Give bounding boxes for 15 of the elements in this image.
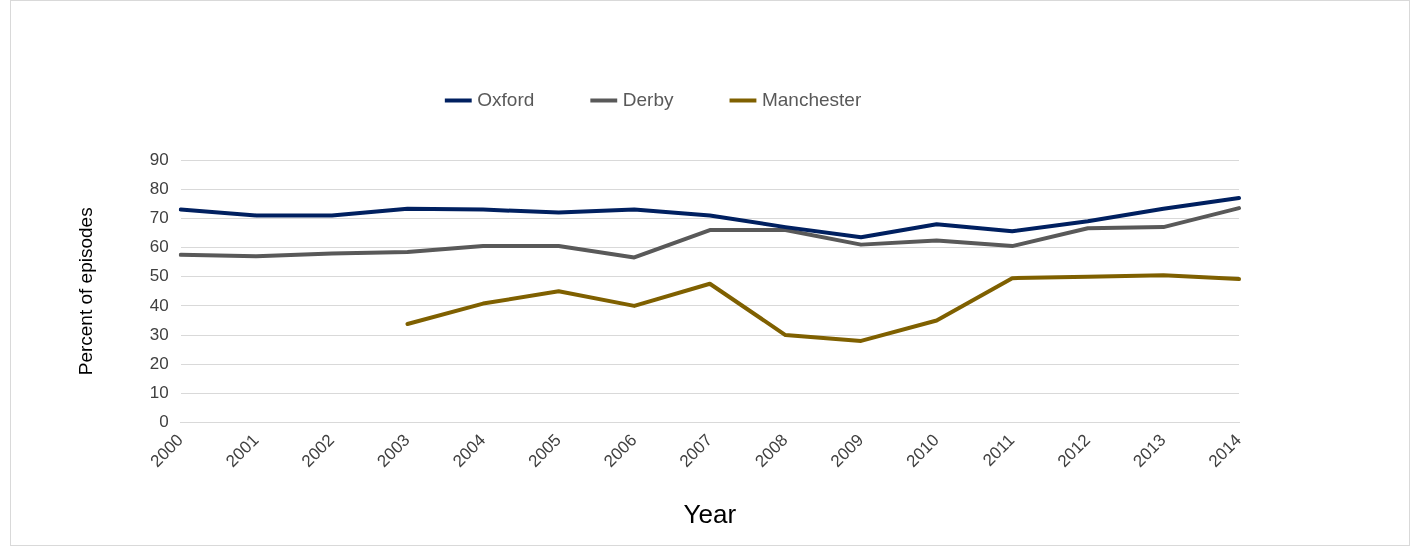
legend-label: Oxford [477,88,535,110]
y-tick-label: 50 [149,266,169,286]
legend-label: Derby [622,88,674,110]
x-axis-title: Year [683,498,737,529]
y-tick-label: 0 [159,412,169,432]
y-tick-label: 60 [149,237,169,257]
y-tick-label: 20 [149,353,169,373]
y-tick-label: 80 [149,178,169,198]
y-axis-title: Percent of episodes [74,207,96,376]
y-tick-label: 70 [149,208,169,228]
y-tick-label: 10 [149,383,169,403]
y-tick-label: 40 [149,295,169,315]
legend-label: Manchester [761,88,862,110]
y-tick-label: 90 [149,149,169,169]
y-tick-label: 30 [149,324,169,344]
